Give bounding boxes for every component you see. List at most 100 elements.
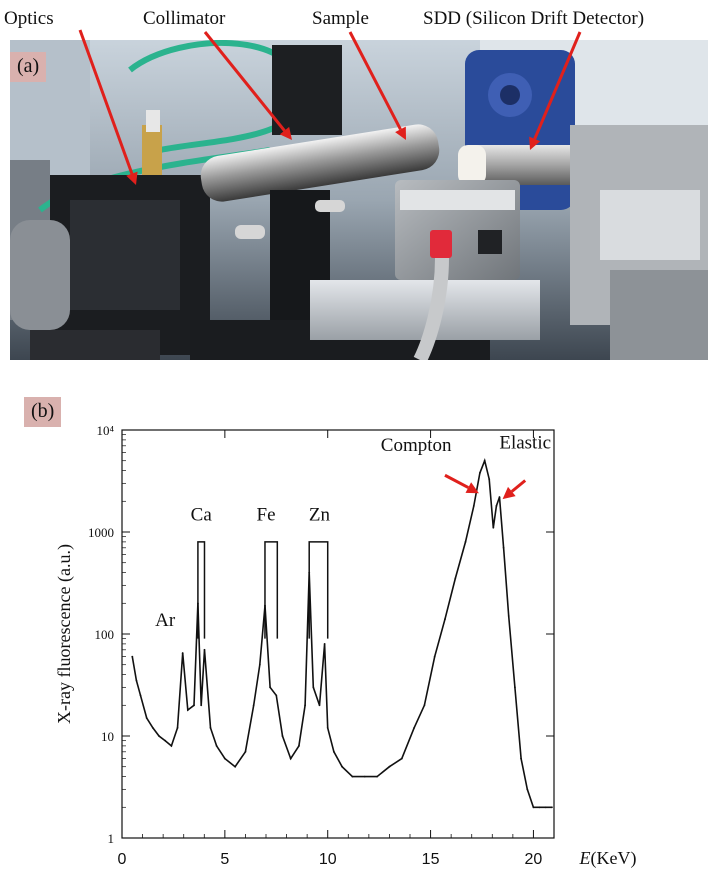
spectrum-point	[215, 744, 218, 747]
spectrum-point	[551, 806, 553, 809]
peak-annotation: Compton	[381, 435, 452, 456]
spectrum-point	[433, 655, 436, 658]
spectrum-point	[203, 648, 206, 651]
spectrum-point	[479, 471, 481, 474]
spectrum-point	[181, 652, 184, 654]
spectrum-point	[289, 757, 292, 760]
x-axis-title: E(KeV)	[579, 848, 637, 869]
spectrum-point	[376, 775, 378, 778]
photo-arrows	[78, 29, 582, 185]
spectrum-point	[538, 806, 541, 809]
element-bracket	[308, 541, 329, 639]
spectrum-point	[145, 717, 148, 719]
spectrum-point	[532, 806, 535, 809]
spectrum-point	[186, 709, 189, 711]
spectrum-point	[388, 765, 391, 768]
peak-annotation: Ca	[191, 504, 213, 525]
spectrum-point	[234, 765, 237, 768]
x-tick-label: 20	[525, 851, 543, 868]
spectrum-point	[514, 686, 516, 689]
spectrum-point	[164, 739, 167, 742]
y-tick-label: 10	[101, 729, 114, 744]
x-tick-label: 10	[319, 851, 337, 868]
xrf-spectrum-chart: 0 5 10 15 20 1 10 100 1000 10⁴ Ar Ca Fe Zn Compton El…	[54, 423, 637, 869]
spectrum-point	[488, 478, 491, 481]
spectrum-point	[151, 727, 154, 729]
spectrum-point	[444, 618, 446, 620]
sample-arrow	[348, 31, 406, 140]
element-bracket	[264, 541, 279, 639]
spectrum-point	[170, 744, 173, 747]
spectrum-point	[498, 496, 501, 498]
panel-a-label: (a)	[10, 52, 47, 82]
spectrum-point	[200, 704, 203, 707]
spectrum-point	[176, 727, 179, 729]
spectrum-point	[298, 744, 300, 747]
spectrum-point	[135, 679, 138, 682]
x-axis-title-unit: (KeV)	[591, 848, 637, 869]
spectrum-point	[400, 757, 403, 760]
spectrum-point	[472, 505, 475, 507]
spectrum-point	[544, 806, 547, 809]
spectrum-point	[464, 540, 467, 543]
elastic-arrow	[502, 479, 527, 500]
spectrum-point	[495, 505, 498, 507]
spectrum-point	[131, 655, 134, 658]
spectrum-point	[341, 765, 344, 768]
x-tick-label: 0	[118, 851, 127, 868]
collimator-label: Collimator	[143, 8, 226, 29]
spectrum-point	[139, 694, 142, 697]
spectrum-point	[223, 757, 226, 760]
peak-annotation: Fe	[257, 504, 276, 525]
peak-annotation: Zn	[309, 504, 331, 525]
spectrum-point	[269, 686, 272, 689]
spectrum-point	[275, 694, 278, 697]
spectrum-point	[252, 704, 255, 707]
y-tick-label: 100	[95, 627, 115, 642]
sdd-arrow	[529, 31, 582, 150]
spectrum-point	[312, 686, 315, 689]
spectrum-point	[326, 727, 329, 729]
element-bracket	[197, 541, 206, 639]
peak-annotation: Elastic	[499, 432, 551, 453]
spectrum-point	[507, 615, 510, 617]
spectrum-point	[351, 775, 354, 778]
spectrum-point	[209, 727, 212, 729]
spectrum-point	[483, 459, 486, 462]
collimator-arrow	[203, 31, 292, 140]
optics-arrow	[78, 29, 138, 185]
spectrum-point	[258, 663, 261, 666]
spectrum-point	[363, 775, 366, 778]
spectrum-point	[304, 704, 306, 707]
compton-arrow	[444, 473, 479, 494]
y-tick-label: 1000	[88, 525, 114, 540]
x-tick-label: 15	[422, 851, 440, 868]
spectrum-point	[423, 704, 426, 707]
spectrum-point	[193, 704, 195, 707]
y-axis-title: X-ray fluorescence (a.u.)	[54, 544, 75, 724]
spectrum-point	[323, 642, 326, 645]
spectrum-point	[318, 704, 321, 707]
x-axis-title-symbol: E	[579, 848, 591, 868]
spectrum-point	[332, 750, 335, 753]
spectrum-point	[244, 750, 247, 753]
y-tick-label: 10⁴	[96, 423, 114, 438]
spectrum-point	[158, 735, 160, 737]
spectrum-point	[281, 735, 284, 737]
x-tick-label: 5	[220, 851, 229, 868]
spectrum-point	[520, 757, 522, 760]
spectrum-point	[526, 788, 529, 791]
instrument-photo	[10, 40, 708, 360]
spectrum-point	[454, 577, 457, 580]
spectrum-point	[492, 526, 495, 529]
sdd-label: SDD (Silicon Drift Detector)	[423, 8, 645, 29]
peak-annotation: Ar	[155, 610, 176, 631]
spectrum-point	[502, 546, 505, 549]
panel-b-label: (b)	[24, 397, 62, 427]
optics-label: Optics	[4, 8, 54, 29]
photo-panel: Optics Collimator Sample SDD (Silicon Dr…	[0, 0, 708, 365]
sample-label: Sample	[312, 8, 369, 29]
plot-frame	[121, 429, 555, 839]
y-tick-label: 1	[108, 831, 115, 846]
spectrum-point	[413, 727, 416, 729]
